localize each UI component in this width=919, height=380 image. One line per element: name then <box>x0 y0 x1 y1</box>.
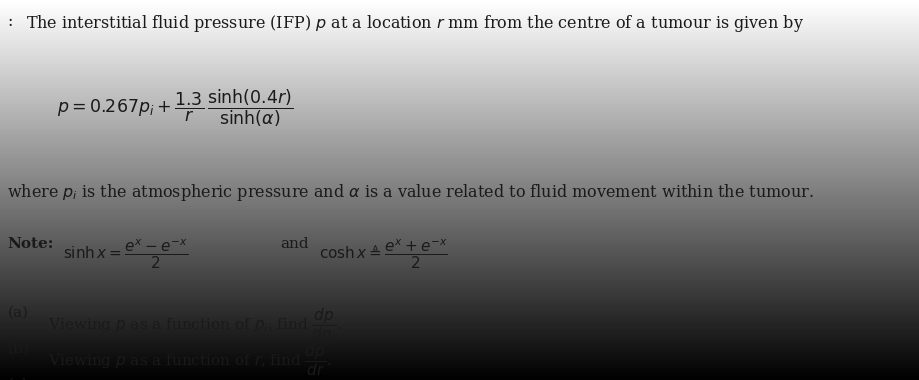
Text: (a): (a) <box>7 306 28 320</box>
Text: :: : <box>7 13 13 30</box>
Text: $\cosh x \triangleq \dfrac{e^x + e^{-x}}{2}$: $\cosh x \triangleq \dfrac{e^x + e^{-x}}… <box>319 238 448 271</box>
Text: Note:: Note: <box>7 238 53 252</box>
Text: Viewing $p$ as a function of $\alpha$, find $\dfrac{dp}{d\alpha}$.: Viewing $p$ as a function of $\alpha$, f… <box>48 378 335 380</box>
Text: and: and <box>280 238 309 252</box>
Text: Viewing $p$ as a function of $p_i$, find $\dfrac{dp}{dp_i}$.: Viewing $p$ as a function of $p_i$, find… <box>48 306 341 345</box>
Text: $\sinh x = \dfrac{e^x - e^{-x}}{2}$: $\sinh x = \dfrac{e^x - e^{-x}}{2}$ <box>62 238 187 271</box>
Text: where $p_i$ is the atmospheric pressure and $\alpha$ is a value related to fluid: where $p_i$ is the atmospheric pressure … <box>7 182 813 203</box>
Text: $p = 0.267p_i + \dfrac{1.3}{r}\,\dfrac{\sinh(0.4r)}{\sinh(\alpha)}$: $p = 0.267p_i + \dfrac{1.3}{r}\,\dfrac{\… <box>57 87 293 129</box>
Text: (b): (b) <box>7 342 29 356</box>
Text: The interstitial fluid pressure (IFP) $p$ at a location $r$ mm from the centre o: The interstitial fluid pressure (IFP) $p… <box>26 13 803 34</box>
Text: (c): (c) <box>7 378 28 380</box>
Text: Viewing $p$ as a function of $r$, find $\dfrac{dp}{dr}$.: Viewing $p$ as a function of $r$, find $… <box>48 342 331 378</box>
